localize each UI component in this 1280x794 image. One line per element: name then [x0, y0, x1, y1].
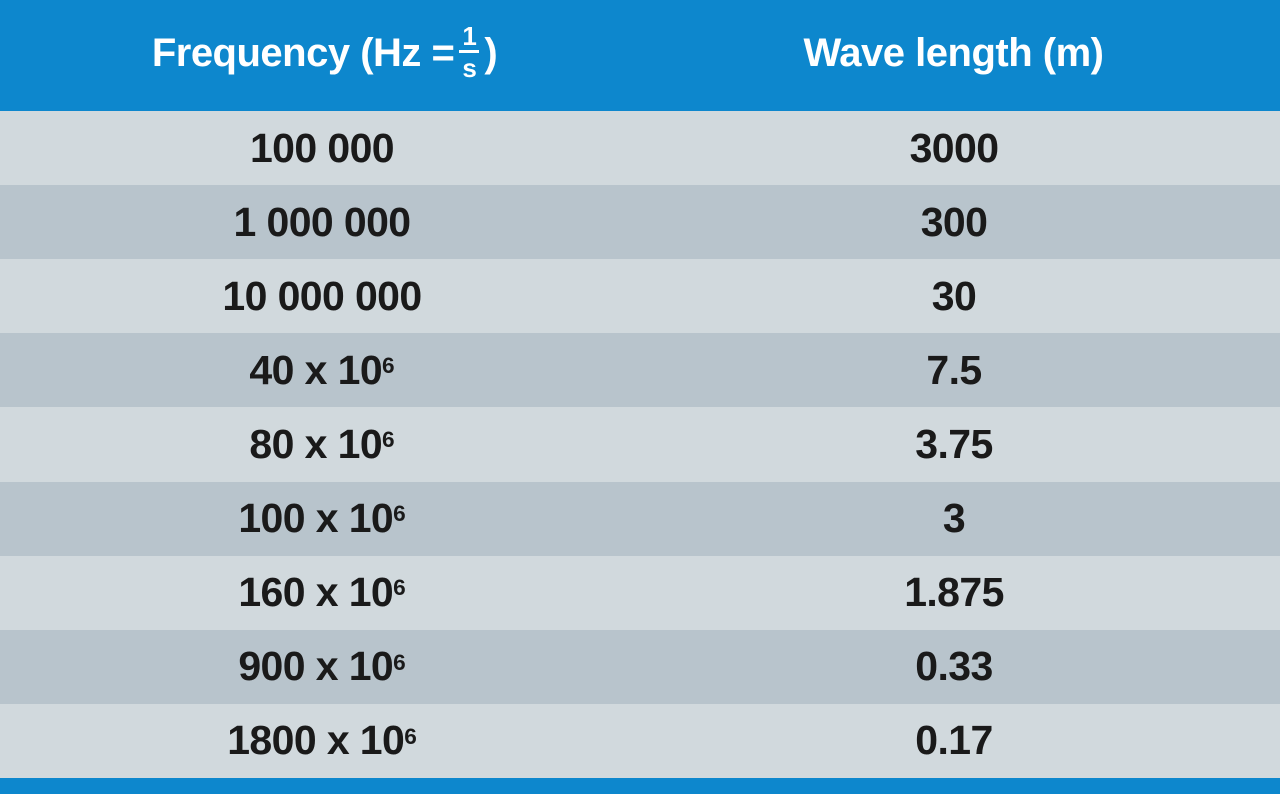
frequency-mantissa: 100 x 10	[238, 495, 394, 542]
frequency-exponent: 6	[382, 353, 395, 379]
frequency-mantissa: 900 x 10	[238, 643, 394, 690]
frequency-mantissa: 80 x 10	[249, 420, 383, 467]
cell-frequency: 100 x 106	[0, 498, 638, 539]
table-row: 40 x 106 7.5	[0, 333, 1280, 408]
frequency-mantissa: 10 000 000	[222, 272, 422, 319]
table-row: 10 000 000 30	[0, 259, 1280, 334]
frequency-exponent: 6	[393, 649, 406, 675]
cell-wavelength: 3	[942, 495, 966, 542]
cell-frequency: 40 x 106	[0, 346, 638, 393]
cell-wavelength: 3000	[909, 124, 999, 171]
cell-wavelength: 0.17	[915, 717, 993, 764]
column-header-frequency: Frequency (Hz = 1 s )	[0, 23, 639, 87]
column-header-wavelength: Wave length (m)	[803, 31, 1104, 75]
table-row: 160 x 106 1.875	[0, 555, 1280, 630]
table-row: 100 000 3000	[0, 111, 1280, 186]
cell-wavelength: 7.5	[926, 346, 982, 393]
cell-frequency: 1800 x 106	[0, 720, 638, 761]
table-row: 1800 x 106 0.17	[0, 703, 1280, 778]
frequency-exponent: 6	[393, 575, 406, 601]
table-row: 80 x 106 3.75	[0, 407, 1280, 482]
frequency-mantissa: 160 x 10	[238, 569, 394, 616]
table-header-row: Frequency (Hz = 1 s ) Wave length (m)	[0, 0, 1280, 111]
cell-wavelength: 3.75	[915, 420, 993, 467]
column-header-frequency-close-paren: )	[484, 31, 498, 75]
cell-wavelength: 1.875	[904, 569, 1004, 616]
table-footer-bar	[0, 778, 1280, 794]
cell-wavelength: 0.33	[915, 643, 993, 690]
cell-frequency: 1 000 000	[0, 198, 638, 245]
frequency-mantissa: 1800 x 10	[227, 717, 405, 764]
cell-frequency: 900 x 106	[0, 646, 638, 687]
cell-frequency: 80 x 106	[0, 420, 638, 467]
fraction-numerator: 1	[459, 23, 480, 53]
cell-wavelength: 300	[920, 198, 988, 245]
fraction-denominator: s	[462, 52, 477, 83]
table-body: 100 000 3000 1 000 000 300 10 000 000 30 40 x …	[0, 111, 1280, 778]
frequency-exponent: 6	[393, 501, 406, 527]
column-header-frequency-text: Frequency (Hz =	[151, 31, 455, 75]
cell-frequency: 100 000	[0, 124, 638, 171]
frequency-mantissa: 100 000	[249, 124, 395, 171]
frequency-exponent: 6	[404, 723, 417, 749]
table-row: 900 x 106 0.33	[0, 629, 1280, 704]
cell-frequency: 160 x 106	[0, 572, 638, 613]
cell-frequency: 10 000 000	[0, 272, 638, 319]
frequency-mantissa: 1 000 000	[233, 198, 412, 245]
frequency-mantissa: 40 x 10	[249, 346, 383, 393]
fraction-one-over-s: 1 s	[459, 23, 480, 83]
cell-wavelength: 30	[931, 272, 977, 319]
table-row: 100 x 106 3	[0, 481, 1280, 556]
frequency-exponent: 6	[382, 427, 395, 453]
table-row: 1 000 000 300	[0, 185, 1280, 260]
